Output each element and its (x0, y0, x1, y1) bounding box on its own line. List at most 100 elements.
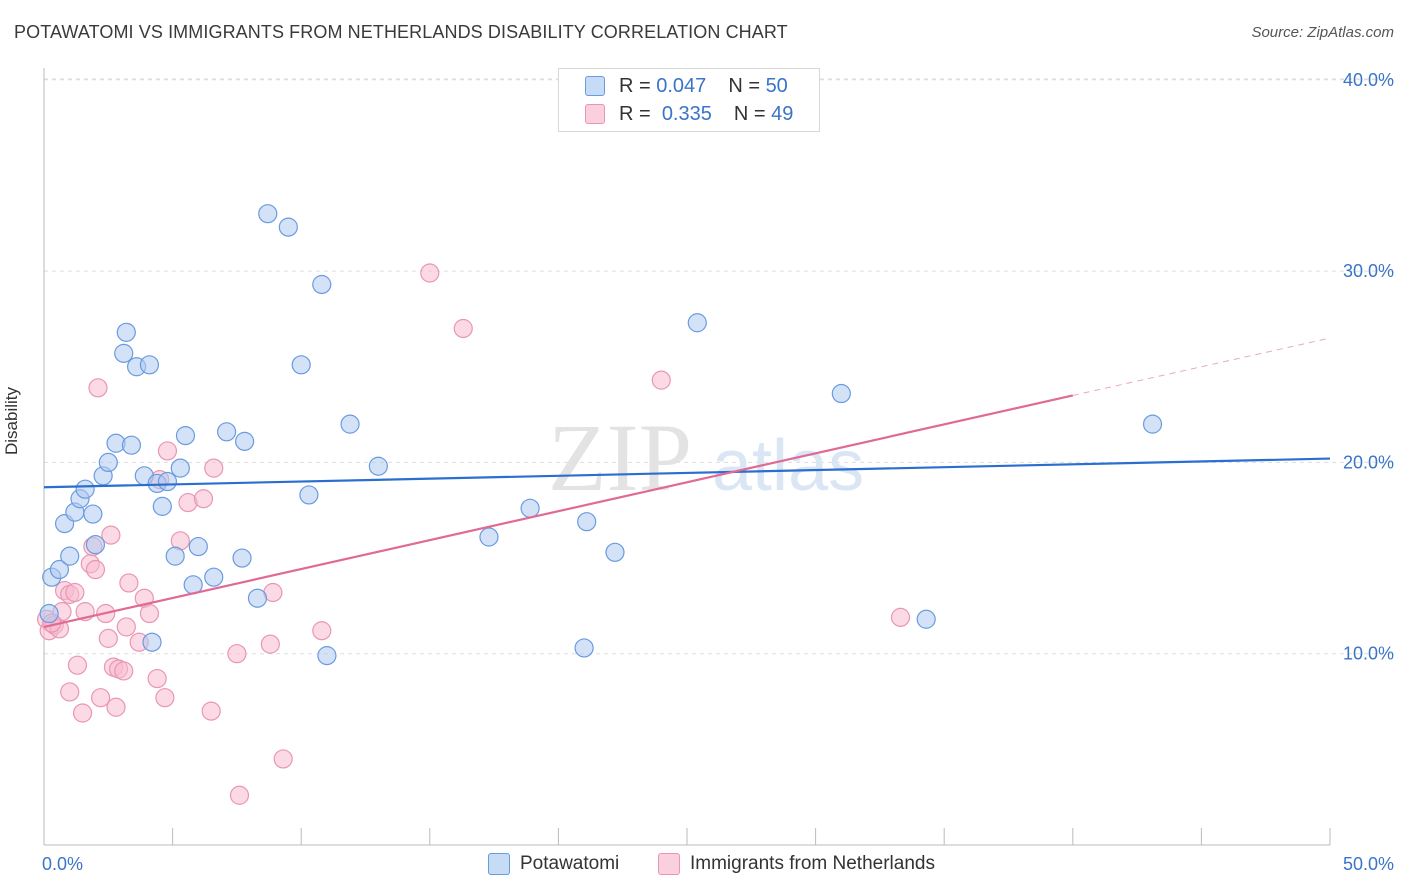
data-point-potawatomi (49, 559, 70, 580)
data-point-potawatomi (157, 471, 178, 492)
data-point-immigrants-netherlands (651, 370, 671, 390)
data-point-potawatomi (85, 535, 106, 555)
data-point-immigrants-netherlands (273, 749, 293, 769)
chart-source: Source: ZipAtlas.com (1251, 24, 1394, 41)
data-point-immigrants-netherlands (116, 617, 136, 637)
data-point-potawatomi (121, 435, 142, 455)
data-point-immigrants-netherlands (229, 785, 250, 805)
y-tick-label: 20.0% (1343, 452, 1394, 472)
legend-n-value: 49 (771, 102, 794, 125)
data-point-potawatomi (291, 355, 311, 375)
data-point-immigrants-netherlands (72, 703, 93, 723)
data-point-potawatomi (165, 546, 185, 566)
axes (43, 68, 1331, 846)
data-point-immigrants-netherlands (260, 634, 280, 654)
watermark-zip: ZIP (548, 404, 692, 511)
data-point-potawatomi (142, 632, 162, 652)
watermark-atlas: atlas (712, 426, 864, 506)
legend: R = 0.047 N = 50 R = 0.335 N = 49 (558, 68, 820, 132)
data-point-potawatomi (1142, 414, 1163, 434)
bottom-legend-potawatomi: Potawatomi (488, 852, 619, 876)
data-point-immigrants-netherlands (312, 621, 332, 641)
data-point-potawatomi (60, 546, 80, 566)
data-point-immigrants-netherlands (890, 607, 911, 627)
data-point-potawatomi (232, 548, 252, 568)
data-point-potawatomi (204, 567, 224, 587)
data-point-potawatomi (116, 322, 136, 342)
data-point-potawatomi (479, 527, 499, 547)
legend-row-netherlands: R = 0.335 N = 49 (585, 101, 793, 127)
legend-n-label: N = (728, 74, 760, 97)
grid-lines (44, 78, 1394, 655)
bottom-legend-swatch-pink (658, 853, 680, 875)
data-point-potawatomi (114, 343, 134, 363)
data-point-potawatomi (247, 588, 268, 608)
data-point-immigrants-netherlands (157, 441, 178, 461)
y-tick-label: 10.0% (1343, 644, 1394, 664)
data-point-immigrants-netherlands (119, 573, 139, 593)
data-point-immigrants-netherlands (67, 655, 88, 675)
legend-row-potawatomi: R = 0.047 N = 50 (585, 73, 788, 99)
data-point-potawatomi (98, 452, 118, 472)
data-point-potawatomi (235, 431, 255, 451)
legend-swatch-pink (585, 104, 605, 124)
data-point-immigrants-netherlands (65, 582, 85, 603)
watermark: ZIP atlas (548, 404, 864, 511)
data-point-immigrants-netherlands (155, 688, 175, 708)
bottom-legend-swatch-blue (488, 853, 510, 875)
data-point-potawatomi (170, 458, 190, 478)
data-point-potawatomi (39, 603, 59, 624)
y-tick-labels: 10.0% 20.0% 30.0% 40.0% (1343, 70, 1394, 664)
data-point-potawatomi (317, 646, 337, 666)
trend-line-potawatomi (43, 457, 1331, 489)
data-point-immigrants-netherlands (88, 378, 108, 398)
data-point-immigrants-netherlands (193, 489, 214, 509)
data-point-immigrants-netherlands (204, 458, 224, 478)
data-point-potawatomi (577, 512, 597, 532)
legend-n-label: N = (733, 102, 766, 125)
data-point-immigrants-netherlands (101, 525, 121, 545)
data-point-potawatomi (258, 204, 278, 224)
data-point-potawatomi (75, 479, 95, 499)
trend-line-netherlands (43, 394, 1074, 628)
legend-r-label: R = (619, 102, 651, 125)
data-point-potawatomi (520, 498, 540, 518)
y-tick-label: 30.0% (1343, 261, 1394, 281)
data-point-immigrants-netherlands (227, 644, 247, 664)
legend-r-value: 0.335 (661, 102, 712, 125)
y-tick-label: 40.0% (1343, 70, 1394, 90)
data-point-immigrants-netherlands (60, 682, 80, 702)
data-point-immigrants-netherlands (114, 661, 134, 681)
data-point-immigrants-netherlands (147, 668, 167, 689)
data-point-immigrants-netherlands (420, 263, 440, 283)
data-point-potawatomi (299, 485, 319, 505)
trend-lines (43, 337, 1331, 628)
bottom-legend-label: Immigrants from Netherlands (690, 853, 935, 874)
data-point-potawatomi (605, 542, 625, 562)
data-point-potawatomi (175, 426, 196, 446)
data-point-potawatomi (312, 274, 332, 295)
data-point-potawatomi (687, 313, 707, 333)
legend-r-value: 0.047 (656, 74, 707, 97)
data-point-immigrants-netherlands (90, 688, 111, 708)
legend-n-value: 50 (765, 74, 788, 97)
data-point-potawatomi (83, 504, 103, 524)
bottom-legend-netherlands: Immigrants from Netherlands (658, 852, 935, 876)
data-point-potawatomi (139, 355, 160, 375)
data-point-immigrants-netherlands (139, 603, 160, 624)
data-point-potawatomi (831, 383, 851, 404)
x-tick-label-min: 0.0% (42, 854, 83, 874)
data-point-potawatomi (217, 422, 237, 442)
chart-title: POTAWATOMI VS IMMIGRANTS FROM NETHERLAND… (14, 22, 788, 42)
data-point-potawatomi (188, 536, 208, 557)
data-point-potawatomi (368, 456, 388, 476)
legend-swatch-blue (585, 76, 605, 96)
legend-r-label: R = (619, 74, 651, 97)
data-point-immigrants-netherlands (98, 628, 118, 648)
data-point-immigrants-netherlands (85, 559, 106, 580)
data-point-potawatomi (340, 414, 360, 434)
data-point-potawatomi (916, 609, 936, 629)
data-point-potawatomi (152, 496, 172, 516)
data-point-immigrants-netherlands (201, 701, 221, 721)
y-axis-label: Disability (2, 386, 21, 455)
